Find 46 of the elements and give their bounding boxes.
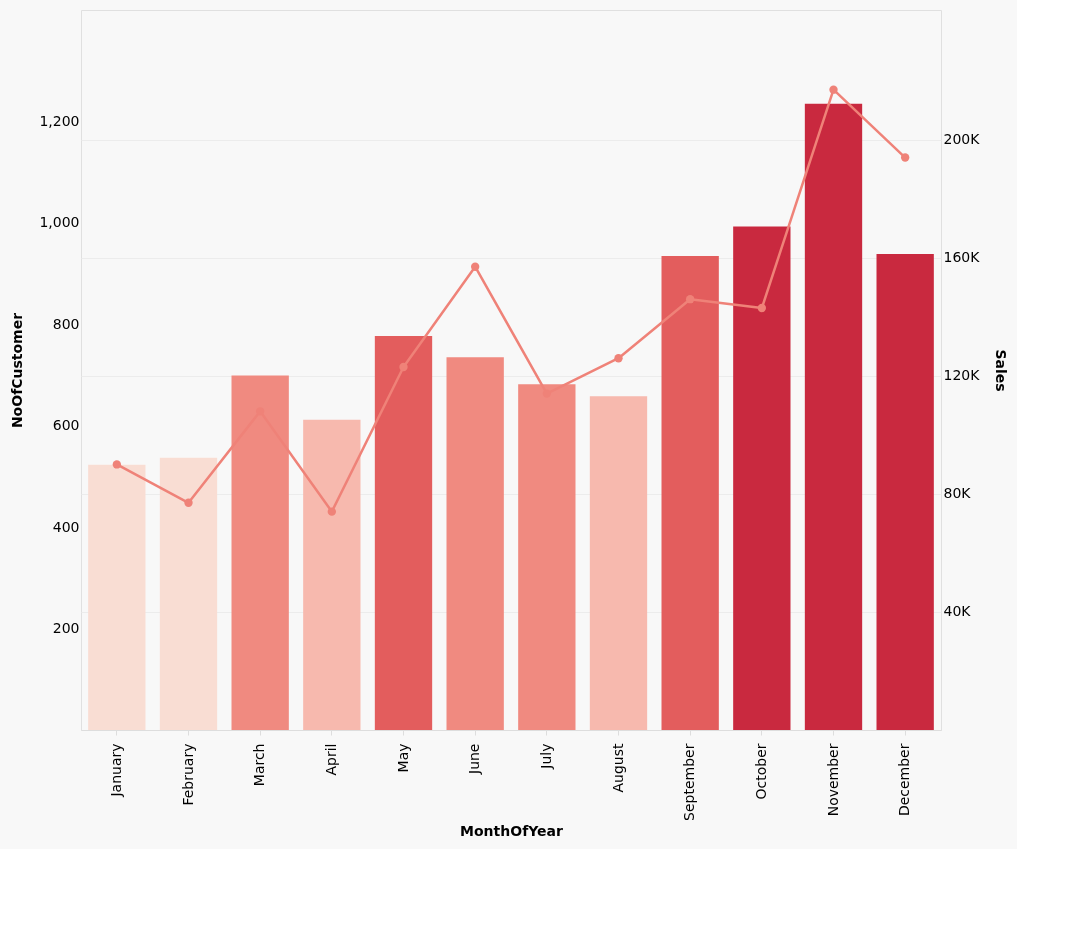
y-tick-label: 400: [52, 518, 80, 535]
y2-tick-label: 120K: [943, 367, 981, 384]
x-tick-label: August: [609, 743, 626, 793]
y-tick-label: 1,200: [39, 113, 80, 130]
y-tick-label: 800: [52, 315, 80, 332]
y-tick-label: 200: [52, 620, 80, 637]
point: [757, 303, 767, 313]
point: [470, 262, 480, 271]
x-tick-label: September: [681, 743, 698, 821]
bar: [876, 253, 934, 730]
bar: [303, 419, 361, 730]
y-axis-title: NoOfCustomer: [9, 312, 26, 429]
x-tick-label: March: [251, 743, 268, 787]
y2-tick-label: 200K: [943, 131, 981, 148]
y-tick-label: 600: [52, 417, 80, 434]
point: [614, 354, 623, 363]
x-axis-title: MonthOfYear: [460, 822, 564, 839]
bar: [589, 396, 648, 730]
y2-tick-label: 160K: [943, 249, 981, 266]
x-tick-label: December: [896, 743, 913, 817]
bar: [733, 226, 791, 730]
bar: [804, 103, 863, 730]
bar: [661, 255, 719, 730]
x-tick-label: October: [752, 743, 769, 800]
bar: [88, 464, 146, 730]
point: [112, 460, 122, 469]
bar: [159, 457, 218, 730]
point: [327, 507, 337, 516]
x-tick-label: May: [394, 743, 411, 773]
x-tick-label: November: [824, 743, 841, 817]
bar: [374, 336, 433, 730]
point: [184, 498, 193, 507]
point: [900, 153, 910, 162]
bar: [446, 357, 504, 730]
x-tick-label: July: [537, 743, 554, 770]
y2-tick-label: 80K: [943, 485, 972, 502]
x-tick-label: February: [179, 743, 196, 806]
y2-tick-label: 40K: [943, 603, 972, 620]
point: [399, 362, 408, 372]
x-tick-label: April: [322, 743, 339, 776]
y2-axis-title: Sales: [993, 349, 1010, 392]
point: [685, 295, 695, 304]
y-tick-label: 1,000: [39, 214, 80, 231]
x-tick-label: January: [107, 743, 124, 798]
x-tick-label: June: [466, 743, 483, 775]
point: [829, 85, 838, 94]
